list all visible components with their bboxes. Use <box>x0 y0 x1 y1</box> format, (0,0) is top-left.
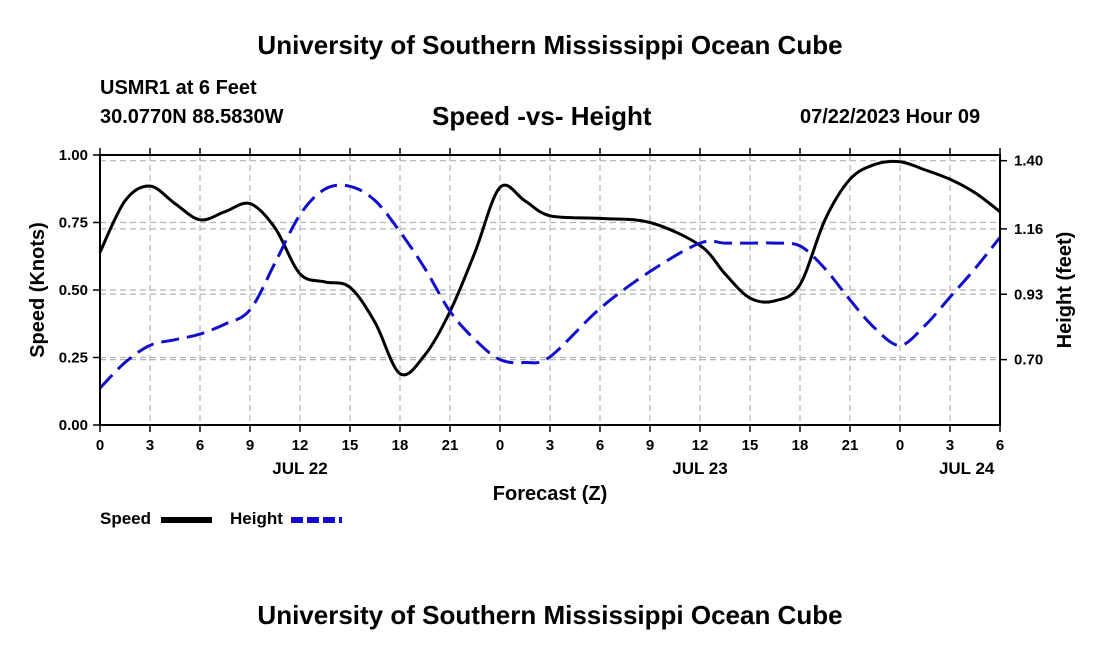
x-tick-label: 21 <box>442 437 459 454</box>
x-tick-label: 9 <box>246 437 254 454</box>
x-tick-label: 0 <box>496 437 504 454</box>
x-tick-label: 12 <box>692 437 709 454</box>
day-label: JUL 24 <box>939 459 995 478</box>
day-label: JUL 22 <box>272 459 327 478</box>
footer-title: University of Southern Mississippi Ocean… <box>257 600 843 630</box>
day-label: JUL 23 <box>672 459 727 478</box>
tick-labels: 0 3 6 9 12 15 18 21 0 3 6 9 12 15 18 21 0 3 6 JUL 22 JUL 23 J… <box>59 147 1043 478</box>
plot-frame <box>99 154 1001 426</box>
x-tick-label: 6 <box>596 437 604 454</box>
x-tick-label: 9 <box>646 437 654 454</box>
speed-series-line <box>98 159 1001 377</box>
legend-speed-label: Speed <box>100 509 152 528</box>
axis-ticks <box>93 148 1007 432</box>
y-tick-label-left: 0.50 <box>59 282 88 299</box>
x-tick-label: 3 <box>146 437 154 454</box>
x-tick-label: 3 <box>546 437 554 454</box>
legend-height-label: Height <box>230 509 283 528</box>
x-tick-label: 15 <box>742 437 759 454</box>
x-tick-label: 12 <box>292 437 309 454</box>
station-coordinates: 30.0770N 88.5830W <box>100 106 284 128</box>
y-tick-label-right: 0.93 <box>1014 286 1043 303</box>
height-series-line <box>98 183 1002 390</box>
x-tick-label: 3 <box>946 437 954 454</box>
grid-lines <box>100 154 1000 425</box>
y-tick-label-left: 0.75 <box>59 215 88 232</box>
x-tick-label: 18 <box>792 437 809 454</box>
main-title: University of Southern Mississippi Ocean… <box>257 30 843 60</box>
y-tick-label-right: 1.16 <box>1014 221 1043 238</box>
x-tick-label: 18 <box>392 437 409 454</box>
speed-height-chart: 0 3 6 9 12 15 18 21 0 3 6 9 12 15 18 21 0 3 6 JUL 22 JUL 23 J… <box>27 147 1076 523</box>
y-axis-label-right: Height (feet) <box>1054 232 1076 349</box>
y-tick-label-right: 1.40 <box>1014 153 1043 170</box>
x-tick-label: 6 <box>196 437 204 454</box>
y-axis-label-left: Speed (Knots) <box>27 222 49 358</box>
x-tick-label: 0 <box>896 437 904 454</box>
x-tick-label: 6 <box>996 437 1004 454</box>
chart-subtitle: Speed -vs- Height <box>432 101 652 131</box>
y-tick-label-left: 0.25 <box>59 350 88 367</box>
x-tick-label: 21 <box>842 437 859 454</box>
y-tick-label-left: 0.00 <box>59 417 88 434</box>
series-lines <box>98 159 1002 390</box>
x-axis-label: Forecast (Z) <box>493 483 607 505</box>
y-tick-label-left: 1.00 <box>59 147 88 164</box>
y-tick-label-right: 0.70 <box>1014 352 1043 369</box>
x-tick-label: 15 <box>342 437 359 454</box>
x-tick-label: 0 <box>96 437 104 454</box>
forecast-datetime: 07/22/2023 Hour 09 <box>800 106 981 128</box>
station-label: USMR1 at 6 Feet <box>100 77 257 99</box>
